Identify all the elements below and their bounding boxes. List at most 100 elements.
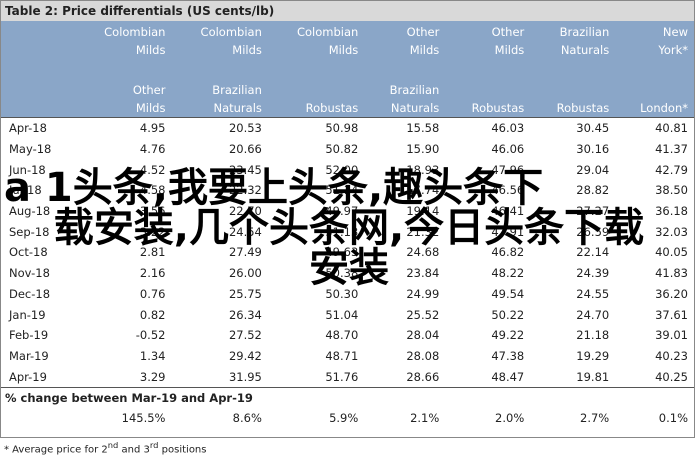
month-cell: Dec-18 (9, 286, 51, 301)
header-text: Naturals (560, 43, 610, 57)
data-row: Oct-18 2.81 27.49 49.63 24.68 46.82 22.14 40.05 (1, 242, 694, 263)
value-cell: 24.55 (576, 286, 610, 301)
value-cell: 49.54 (491, 286, 525, 301)
value-cell: 46.06 (491, 142, 525, 157)
header-text: Milds (232, 43, 262, 57)
value-cell: 48.47 (491, 369, 525, 384)
change-value: 145.5% (121, 410, 166, 425)
value-cell: 48.71 (325, 348, 359, 363)
watermark: a 1头条,我要上头条,趣头条下 载安装,几个头条网,今日头条下载 安装 (4, 168, 694, 288)
footnote-text: nd (107, 440, 119, 450)
value-cell: 25.52 (406, 307, 440, 322)
header-text: Colombian (200, 25, 262, 39)
value-cell: 50.30 (325, 286, 359, 301)
watermark-text: 安装 (309, 245, 389, 291)
change-label-row: % change between Mar-19 and Apr-19 (1, 386, 694, 408)
value-cell: 24.54 (228, 224, 262, 239)
value-cell: 30.16 (576, 142, 610, 157)
value-cell: 50.98 (325, 121, 359, 136)
header-cell (1, 21, 76, 69)
value-cell: 32.03 (655, 224, 688, 239)
value-cell: 24.39 (576, 266, 610, 281)
value-cell: 20.66 (228, 142, 262, 157)
table-panel: Table 2: Price differentials (US cents/l… (0, 0, 695, 438)
header-text: Brazilian (389, 83, 440, 97)
data-row: Jun-18 4.52 23.45 52.00 18.93 47.96 29.04 42.79 (1, 159, 694, 180)
month-cell: Jan-19 (9, 307, 46, 322)
value-cell: 27.49 (228, 245, 262, 260)
value-cell: 31.95 (228, 369, 262, 384)
value-cell: 47.91 (491, 224, 525, 239)
value-cell: 17.74 (406, 183, 440, 198)
value-cell: 48.70 (325, 328, 359, 343)
header-text: Colombian (104, 25, 166, 39)
month-cell: Mar-19 (9, 348, 49, 363)
data-row: Jan-19 0.82 26.34 51.04 25.52 50.22 24.70 37.61 (1, 304, 694, 325)
value-cell: 28.04 (406, 328, 440, 343)
change-value: 2.0% (495, 410, 525, 425)
value-cell: 39.01 (655, 328, 688, 343)
value-cell: 49.97 (325, 204, 359, 219)
value-cell: 26.34 (228, 307, 262, 322)
change-value: 0.1% (658, 410, 688, 425)
value-cell: 50.82 (325, 142, 359, 157)
value-cell: 15.58 (406, 121, 440, 136)
month-cell: Apr-18 (9, 121, 47, 136)
value-cell: 28.08 (406, 348, 440, 363)
header-text: Robustas (471, 101, 525, 115)
value-cell: 28.82 (576, 183, 610, 198)
data-row: Feb-19 -0.52 27.52 48.70 28.04 49.22 21.18 39.0… (1, 325, 694, 346)
change-value: 5.9% (329, 410, 359, 425)
value-cell: 51.14 (325, 183, 359, 198)
data-row: Sep-18 3.22 24.54 51.13 21.32 47.91 26.59 32.03 (1, 221, 694, 242)
header-text: Brazilian (559, 25, 610, 39)
value-cell: 52.00 (325, 162, 359, 177)
value-cell: 51.76 (325, 369, 359, 384)
header-cell: Other Milds (75, 69, 172, 118)
watermark-text: 载安装,几个头条网,今日头条下载 (53, 205, 645, 251)
header-text: Milds (328, 43, 359, 57)
value-cell: 23.45 (228, 162, 262, 177)
value-cell: 0.82 (139, 307, 166, 322)
header-text: Milds (494, 43, 525, 57)
value-cell: 4.52 (139, 162, 166, 177)
data-row: Jul-18 4.58 22.32 51.14 17.74 46.56 28.82 38.50 (1, 180, 694, 201)
change-value: 8.6% (232, 410, 262, 425)
header-text: Other (491, 25, 525, 39)
value-cell: 22.32 (228, 183, 262, 198)
table-title: Table 2: Price differentials (US cents/l… (1, 1, 694, 21)
value-cell: 15.90 (406, 142, 440, 157)
data-row: Apr-18 4.95 20.53 50.98 15.58 46.03 30.45 40.81 (1, 118, 694, 139)
value-cell: 26.59 (576, 224, 610, 239)
header-text: Colombian (296, 25, 359, 39)
month-cell: Jul-18 (9, 183, 42, 198)
change-value: 2.7% (580, 410, 610, 425)
value-cell (1, 408, 75, 428)
value-cell: 4.76 (139, 142, 166, 157)
value-cell: 51.04 (325, 307, 359, 322)
value-cell: 46.82 (491, 245, 525, 260)
value-cell: 29.42 (228, 348, 262, 363)
value-cell: 2.81 (139, 245, 166, 260)
data-row: Aug-18 3.56 22.70 49.97 19.14 46.41 27.27 36.18 (1, 201, 694, 222)
header-text: Milds (135, 43, 166, 57)
month-cell: May-18 (9, 142, 52, 157)
value-cell: 42.79 (655, 162, 688, 177)
data-row: Apr-19 3.29 31.95 51.76 28.66 48.47 19.81 40.25 (1, 366, 694, 387)
header-cell: Brazilian Naturals (364, 69, 446, 118)
value-cell: -0.52 (135, 328, 166, 343)
value-cell: 47.38 (491, 348, 525, 363)
value-cell: 25.75 (228, 286, 262, 301)
value-cell: 30.45 (576, 121, 610, 136)
value-cell: 40.23 (655, 348, 688, 363)
value-cell: 3.56 (139, 204, 166, 219)
header-text: London* (640, 101, 688, 115)
data-row: May-18 4.76 20.66 50.82 15.90 46.06 30.16 41.37 (1, 139, 694, 160)
month-cell: Feb-19 (9, 328, 49, 343)
value-cell: 21.32 (406, 224, 440, 239)
header-cell (1, 69, 76, 118)
header-text: Robustas (305, 101, 359, 115)
value-cell: 19.14 (406, 204, 440, 219)
value-cell: 24.68 (406, 245, 440, 260)
value-cell: 0.76 (139, 286, 166, 301)
